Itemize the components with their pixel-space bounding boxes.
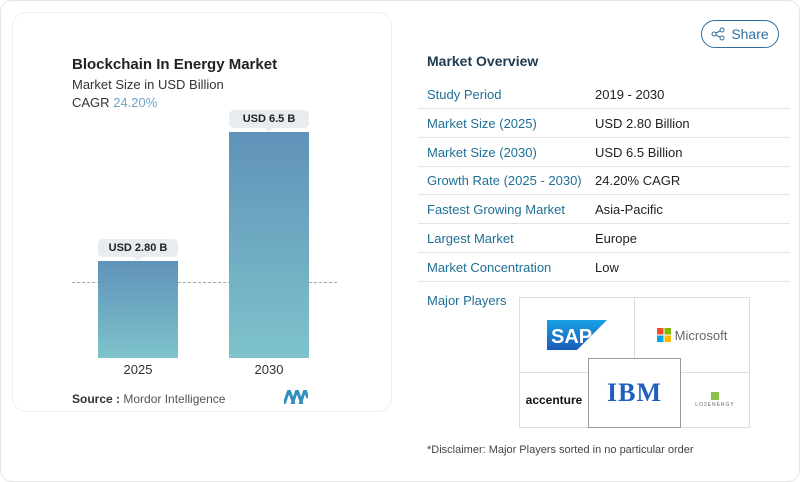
disclaimer: *Disclaimer: Major Players sorted in no … (427, 444, 694, 456)
x-tick-label: 2025 (123, 362, 153, 377)
ibm-text: IBM (607, 378, 662, 408)
share-icon (711, 27, 725, 41)
row-label: Fastest Growing Market (427, 202, 565, 218)
logo-microsoft: Microsoft (634, 297, 750, 373)
share-label: Share (731, 26, 769, 42)
logo-ibm: IBM (588, 358, 681, 428)
row-value: USD 6.5 Billion (595, 144, 683, 160)
bar-2025 (98, 260, 178, 358)
chart-card (12, 12, 392, 412)
accenture-text: accenture (525, 393, 583, 407)
row-label: Market Size (2030) (427, 144, 537, 160)
microsoft-text: Microsoft (674, 327, 728, 343)
mordor-logo-icon (284, 390, 308, 404)
row-label: Market Concentration (427, 259, 552, 275)
cagr: CAGR 24.20% (72, 95, 157, 110)
overview-title: Market Overview (427, 53, 539, 69)
share-button[interactable]: Share (701, 20, 779, 48)
overview-row: Market Size (2025) USD 2.80 Billion (418, 109, 790, 138)
chart-subtitle: Market Size in USD Billion (72, 77, 224, 92)
overview-row: Largest Market Europe (418, 224, 790, 253)
overview-row: Study Period 2019 - 2030 (418, 80, 790, 109)
reference-line (72, 282, 337, 283)
row-value: Low (595, 259, 619, 275)
row-value: Europe (595, 231, 637, 246)
data-label: USD 2.80 B (98, 238, 178, 261)
row-value: 24.20% CAGR (595, 173, 681, 189)
chart-title: Blockchain In Energy Market (72, 56, 278, 73)
x-tick-label: 2030 (254, 362, 284, 377)
logo-accenture: accenture (519, 372, 589, 428)
source: Source : Mordor Intelligence (72, 392, 225, 406)
overview-row: Growth Rate (2025 - 2030) 24.20% CAGR (418, 166, 790, 196)
row-value: 2019 - 2030 (595, 87, 665, 102)
row-value: Asia-Pacific (595, 202, 663, 218)
microsoft-logo-icon (656, 328, 671, 342)
data-label: USD 6.5 B (229, 110, 309, 132)
svg-text:SAP: SAP (551, 326, 592, 348)
overview-row: Fastest Growing Market Asia-Pacific (418, 195, 790, 225)
cagr-value: 24.20% (113, 95, 158, 110)
cagr-label: CAGR (72, 95, 110, 110)
major-players-label: Major Players (427, 293, 507, 308)
row-label: Study Period (427, 87, 502, 102)
bar-2030 (229, 132, 309, 358)
sap-logo-icon: SAP (547, 320, 607, 350)
overview-row: Market Size (2030) USD 6.5 Billion (418, 138, 790, 167)
source-value: Mordor Intelligence (123, 392, 226, 406)
source-label: Source : (72, 392, 121, 406)
lo3-logo-icon (711, 392, 719, 400)
logo-lo3energy: LO3ENERGY (680, 372, 750, 428)
lo3-text: LO3ENERGY (695, 402, 735, 408)
row-value: USD 2.80 Billion (595, 115, 690, 131)
row-label: Largest Market (427, 231, 514, 246)
row-label: Growth Rate (2025 - 2030) (427, 173, 582, 189)
row-label: Market Size (2025) (427, 115, 537, 131)
overview-row: Market Concentration Low (418, 253, 790, 282)
